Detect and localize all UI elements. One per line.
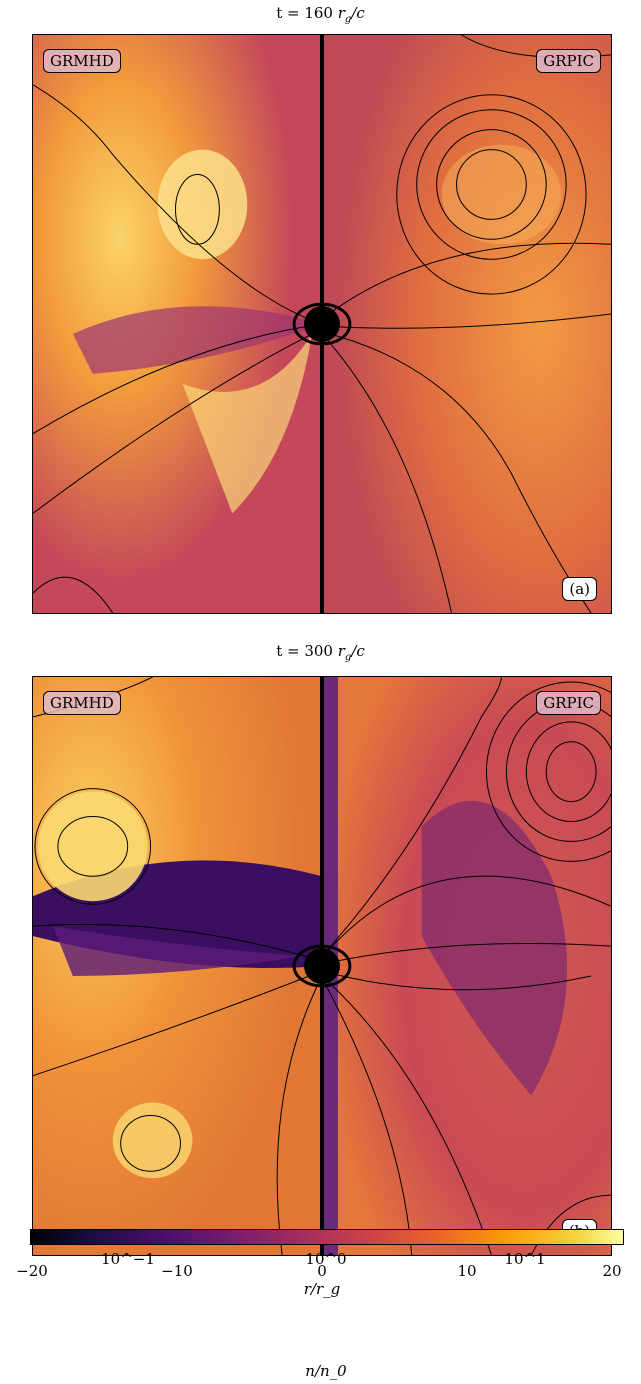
panel-b: GRMHD GRPIC (b) <box>32 676 612 1256</box>
cb-tick-1: 10^−1 <box>101 1250 155 1268</box>
grmhd-label-a: GRMHD <box>43 49 121 73</box>
panel-a: GRMHD GRPIC (a) <box>32 34 612 614</box>
density-map-a <box>33 35 611 613</box>
colorbar-label: n/n_0 <box>305 1362 347 1380</box>
panel-tag-a: (a) <box>562 577 597 601</box>
x-tick-0: 0 <box>317 1262 327 1280</box>
black-hole-b <box>304 948 340 984</box>
x-axis-label: r/r_g <box>303 1280 341 1298</box>
cb-tick-3: 10^1 <box>504 1250 546 1268</box>
x-tick-m10: −10 <box>161 1262 193 1280</box>
grmhd-label-b: GRMHD <box>43 691 121 715</box>
x-tick-10: 10 <box>457 1262 477 1280</box>
colorbar <box>30 1229 624 1245</box>
x-tick-m20: −20 <box>16 1262 48 1280</box>
panel-title-b: t = 300 rg/c <box>276 642 365 663</box>
x-tick-20: 20 <box>602 1262 622 1280</box>
black-hole-a <box>304 306 340 342</box>
cb-tick-2: 10^0 <box>305 1250 347 1268</box>
grpic-label-a: GRPIC <box>536 49 601 73</box>
panel-title-a: t = 160 rg/c <box>276 4 365 25</box>
density-map-b <box>33 677 611 1255</box>
grpic-label-b: GRPIC <box>536 691 601 715</box>
